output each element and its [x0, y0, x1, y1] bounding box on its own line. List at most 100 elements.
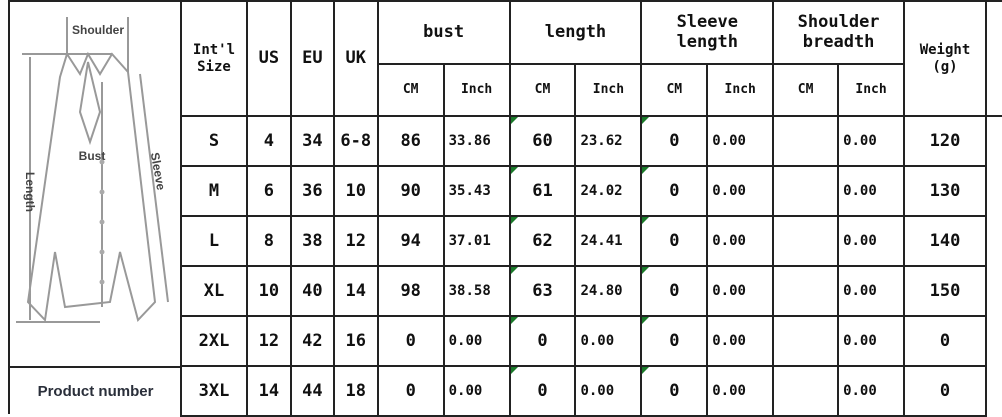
cell-len-cm: 62	[508, 215, 577, 267]
cell-weight: 0	[903, 365, 987, 417]
cell-sl-cm: 0	[640, 315, 709, 367]
cell-sh-cm	[772, 365, 840, 417]
cell-sl-in: 0.00	[706, 215, 775, 267]
cell-bust-cm: 0	[376, 315, 445, 367]
cell-bust-in: 0.00	[442, 315, 511, 367]
cell-len-cm: 60	[508, 115, 577, 167]
cell-us: 12	[245, 315, 292, 367]
cell-len-cm: 0	[508, 365, 577, 417]
shirt-diagram: Shoulder Bust Length Sleeve	[16, 17, 169, 323]
cell-size: L	[180, 215, 248, 267]
cell-sl-in: 0.00	[706, 315, 775, 367]
table-row: S 4 34 6-8 86 33.86 60 23.62 0 0.00 0.00 120	[180, 115, 1002, 167]
header-inch: Inch	[442, 63, 511, 117]
cell-bust-cm: 94	[376, 215, 445, 267]
header-us: US	[245, 0, 292, 117]
header-intl-size: Int'l Size	[180, 0, 248, 117]
header-uk: UK	[332, 0, 379, 117]
edge-column	[984, 0, 1002, 117]
cell-sh-cm	[772, 265, 840, 317]
cell-sl-in: 0.00	[706, 115, 775, 167]
cell-sh-in: 0.00	[837, 265, 906, 317]
cell-sh-cm	[772, 315, 840, 367]
cell-len-in: 24.02	[574, 165, 643, 217]
size-chart-table: Int'l Size US EU UK bust length Sleeve l…	[180, 0, 1002, 417]
sleeve-label: Sleeve	[148, 151, 168, 191]
cell-sl-in: 0.00	[706, 365, 775, 417]
header-cm: CM	[772, 63, 840, 117]
cell-uk: 10	[332, 165, 379, 217]
cell-bust-cm: 86	[376, 115, 445, 167]
cell-us: 14	[245, 365, 292, 417]
cell-bust-cm: 98	[376, 265, 445, 317]
cell-uk: 18	[332, 365, 379, 417]
cell-len-in: 0.00	[574, 365, 643, 417]
cell-sh-in: 0.00	[837, 165, 906, 217]
table-row: XL 10 40 14 98 38.58 63 24.80 0 0.00 0.00 150	[180, 265, 1002, 317]
cell-len-cm: 0	[508, 315, 577, 367]
cell-eu: 40	[289, 265, 335, 317]
cell-bust-in: 33.86	[442, 115, 511, 167]
cell-bust-cm: 90	[376, 165, 445, 217]
shoulder-label: Shoulder	[72, 23, 124, 37]
header-cm: CM	[640, 63, 709, 117]
cell-weight: 150	[903, 265, 987, 317]
header-eu: EU	[289, 0, 335, 117]
cell-weight: 120	[903, 115, 987, 167]
cell-len-in: 24.80	[574, 265, 643, 317]
cell-bust-in: 37.01	[442, 215, 511, 267]
cell-eu: 44	[289, 365, 335, 417]
cell-sh-cm	[772, 115, 840, 167]
cell-eu: 34	[289, 115, 335, 167]
length-label: Length	[23, 172, 37, 212]
cell-sh-cm	[772, 215, 840, 267]
cell-bust-in: 0.00	[442, 365, 511, 417]
cell-uk: 14	[332, 265, 379, 317]
cell-sh-in: 0.00	[837, 115, 906, 167]
header-inch: Inch	[837, 63, 906, 117]
header-shoulder-breadth: Shoulder breadth	[772, 0, 906, 65]
cell-size: 2XL	[180, 315, 248, 367]
cell-bust-in: 38.58	[442, 265, 511, 317]
bust-label: Bust	[79, 149, 106, 163]
cell-eu: 36	[289, 165, 335, 217]
cell-eu: 42	[289, 315, 335, 367]
cell-sl-cm: 0	[640, 165, 709, 217]
header-cm: CM	[508, 63, 577, 117]
shirt-measurement-sketch: Shoulder Bust Length Sleeve	[8, 0, 181, 366]
header-inch: Inch	[706, 63, 775, 117]
table-row: L 8 38 12 94 37.01 62 24.41 0 0.00 0.00 140	[180, 215, 1002, 267]
cell-us: 10	[245, 265, 292, 317]
cell-us: 8	[245, 215, 292, 267]
cell-size: 3XL	[180, 365, 248, 417]
cell-len-in: 24.41	[574, 215, 643, 267]
cell-weight: 140	[903, 215, 987, 267]
cell-weight: 130	[903, 165, 987, 217]
cell-sl-in: 0.00	[706, 165, 775, 217]
cell-len-in: 0.00	[574, 315, 643, 367]
cell-sl-cm: 0	[640, 115, 709, 167]
header-sleeve-length: Sleeve length	[640, 0, 775, 65]
header-inch: Inch	[574, 63, 643, 117]
cell-weight: 0	[903, 315, 987, 367]
table-row: 2XL 12 42 16 0 0.00 0 0.00 0 0.00 0.00 0	[180, 315, 1002, 367]
cell-sh-in: 0.00	[837, 315, 906, 367]
cell-sh-in: 0.00	[837, 215, 906, 267]
cell-sh-cm	[772, 165, 840, 217]
cell-sl-in: 0.00	[706, 265, 775, 317]
cell-us: 6	[245, 165, 292, 217]
table-row: 3XL 14 44 18 0 0.00 0 0.00 0 0.00 0.00 0	[180, 365, 1002, 417]
cell-us: 4	[245, 115, 292, 167]
cell-sl-cm: 0	[640, 365, 709, 417]
cell-sl-cm: 0	[640, 265, 709, 317]
cell-size: S	[180, 115, 248, 167]
product-number-label: Product number	[8, 366, 181, 414]
cell-size: XL	[180, 265, 248, 317]
cell-sh-in: 0.00	[837, 365, 906, 417]
cell-size: M	[180, 165, 248, 217]
header-cm: CM	[376, 63, 445, 117]
cell-uk: 12	[332, 215, 379, 267]
cell-bust-in: 35.43	[442, 165, 511, 217]
cell-uk: 16	[332, 315, 379, 367]
cell-len-cm: 63	[508, 265, 577, 317]
